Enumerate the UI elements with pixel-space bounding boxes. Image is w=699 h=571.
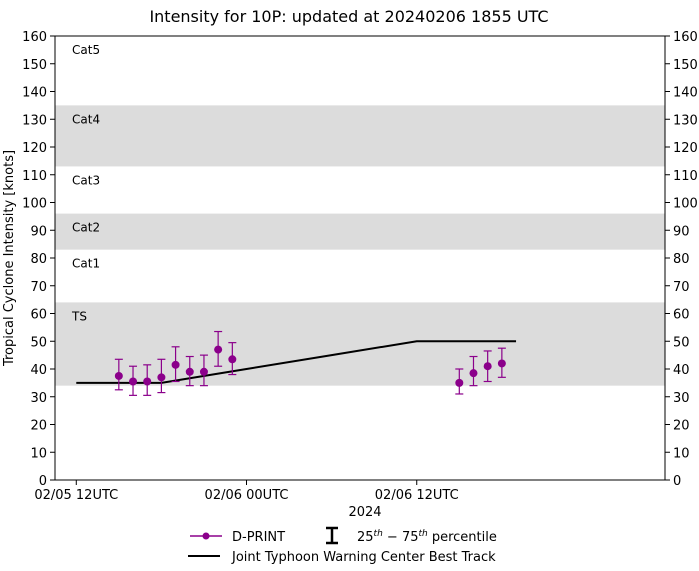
y-tick-label-left: 20 <box>30 419 47 434</box>
y-tick-label-left: 40 <box>30 363 47 378</box>
band-label-cat4: Cat4 <box>72 112 100 126</box>
y-tick-label-right: 50 <box>673 335 690 350</box>
x-axis-label: 2024 <box>348 505 381 520</box>
legend-dprint-label: D-PRINT <box>232 530 285 545</box>
legend: D-PRINT 25th − 75th percentile Joint Typ… <box>188 526 497 565</box>
band-label-cat5: Cat5 <box>72 43 100 57</box>
dprint-point <box>129 377 138 386</box>
y-tick-label-left: 50 <box>30 335 47 350</box>
x-tick-label: 02/06 00UTC <box>205 488 289 503</box>
y-tick-label-right: 20 <box>673 419 690 434</box>
y-tick-label-left: 90 <box>30 224 47 239</box>
band-label-ts: TS <box>71 309 87 323</box>
y-tick-label-left: 60 <box>30 308 47 323</box>
x-tick-label: 02/05 12UTC <box>34 488 118 503</box>
y-tick-label-left: 100 <box>22 197 47 212</box>
y-tick-label-right: 80 <box>673 252 690 267</box>
y-tick-label-right: 150 <box>673 58 698 73</box>
y-tick-label-left: 10 <box>30 446 47 461</box>
x-tick-label: 02/06 12UTC <box>375 488 459 503</box>
y-tick-label-left: 30 <box>30 391 47 406</box>
y-tick-label-left: 0 <box>39 474 47 489</box>
y-tick-label-left: 160 <box>22 30 47 45</box>
dprint-point <box>171 360 180 369</box>
plot-frame <box>54 35 666 481</box>
y-tick-label-left: 110 <box>22 169 47 184</box>
band-label-cat1: Cat1 <box>72 257 100 271</box>
band-label-cat2: Cat2 <box>72 221 100 235</box>
band-ts <box>55 302 665 386</box>
y-tick-label-left: 120 <box>22 141 47 156</box>
dprint-point <box>214 345 223 354</box>
dprint-point <box>469 369 478 378</box>
y-axis-left: 0 10 20 30 40 50 60 70 80 90 100 110 120 130 140 150 160 <box>22 30 55 489</box>
dprint-point <box>483 362 492 371</box>
dprint-point <box>497 359 506 368</box>
dprint-point <box>228 355 237 364</box>
y-axis-right: 0 10 20 30 40 50 60 70 80 90 100 110 120 130 140 150 160 <box>665 30 698 489</box>
y-tick-label-right: 10 <box>673 446 690 461</box>
dprint-point <box>199 367 208 376</box>
dprint-point <box>185 367 194 376</box>
category-bands <box>55 105 665 386</box>
dprint-point <box>455 378 464 387</box>
y-tick-label-right: 130 <box>673 113 698 128</box>
y-tick-label-right: 0 <box>673 474 681 489</box>
y-tick-label-right: 110 <box>673 169 698 184</box>
legend-track-label: Joint Typhoon Warning Center Best Track <box>231 550 496 565</box>
legend-dprint-marker <box>202 532 210 540</box>
y-tick-label-right: 160 <box>673 30 698 45</box>
band-cat4 <box>55 105 665 167</box>
y-axis-label: Tropical Cyclone Intensity [knots] <box>2 150 17 367</box>
y-tick-label-right: 70 <box>673 280 690 295</box>
y-tick-label-right: 100 <box>673 197 698 212</box>
y-tick-label-right: 60 <box>673 308 690 323</box>
y-tick-label-left: 80 <box>30 252 47 267</box>
y-tick-label-left: 140 <box>22 86 47 101</box>
band-cat2 <box>55 213 665 250</box>
y-tick-label-left: 130 <box>22 113 47 128</box>
x-axis: 02/05 12UTC 02/06 00UTC 02/06 12UTC <box>34 480 459 503</box>
dprint-point <box>143 377 152 386</box>
dprint-point <box>157 373 166 382</box>
chart-title: Intensity for 10P: updated at 20240206 1… <box>149 7 548 26</box>
y-tick-label-right: 90 <box>673 224 690 239</box>
category-band-labels: TS Cat1 Cat2 Cat3 Cat4 Cat5 <box>71 43 100 323</box>
legend-percentile-icon <box>326 526 338 545</box>
y-tick-label-right: 40 <box>673 363 690 378</box>
y-tick-label-left: 150 <box>22 58 47 73</box>
y-tick-label-right: 30 <box>673 391 690 406</box>
legend-percentile-label: 25th − 75th percentile <box>357 529 497 545</box>
y-tick-label-right: 120 <box>673 141 698 156</box>
y-tick-label-left: 70 <box>30 280 47 295</box>
dprint-series <box>114 330 506 396</box>
y-tick-label-right: 140 <box>673 86 698 101</box>
band-label-cat3: Cat3 <box>72 173 100 187</box>
dprint-point <box>114 371 123 380</box>
